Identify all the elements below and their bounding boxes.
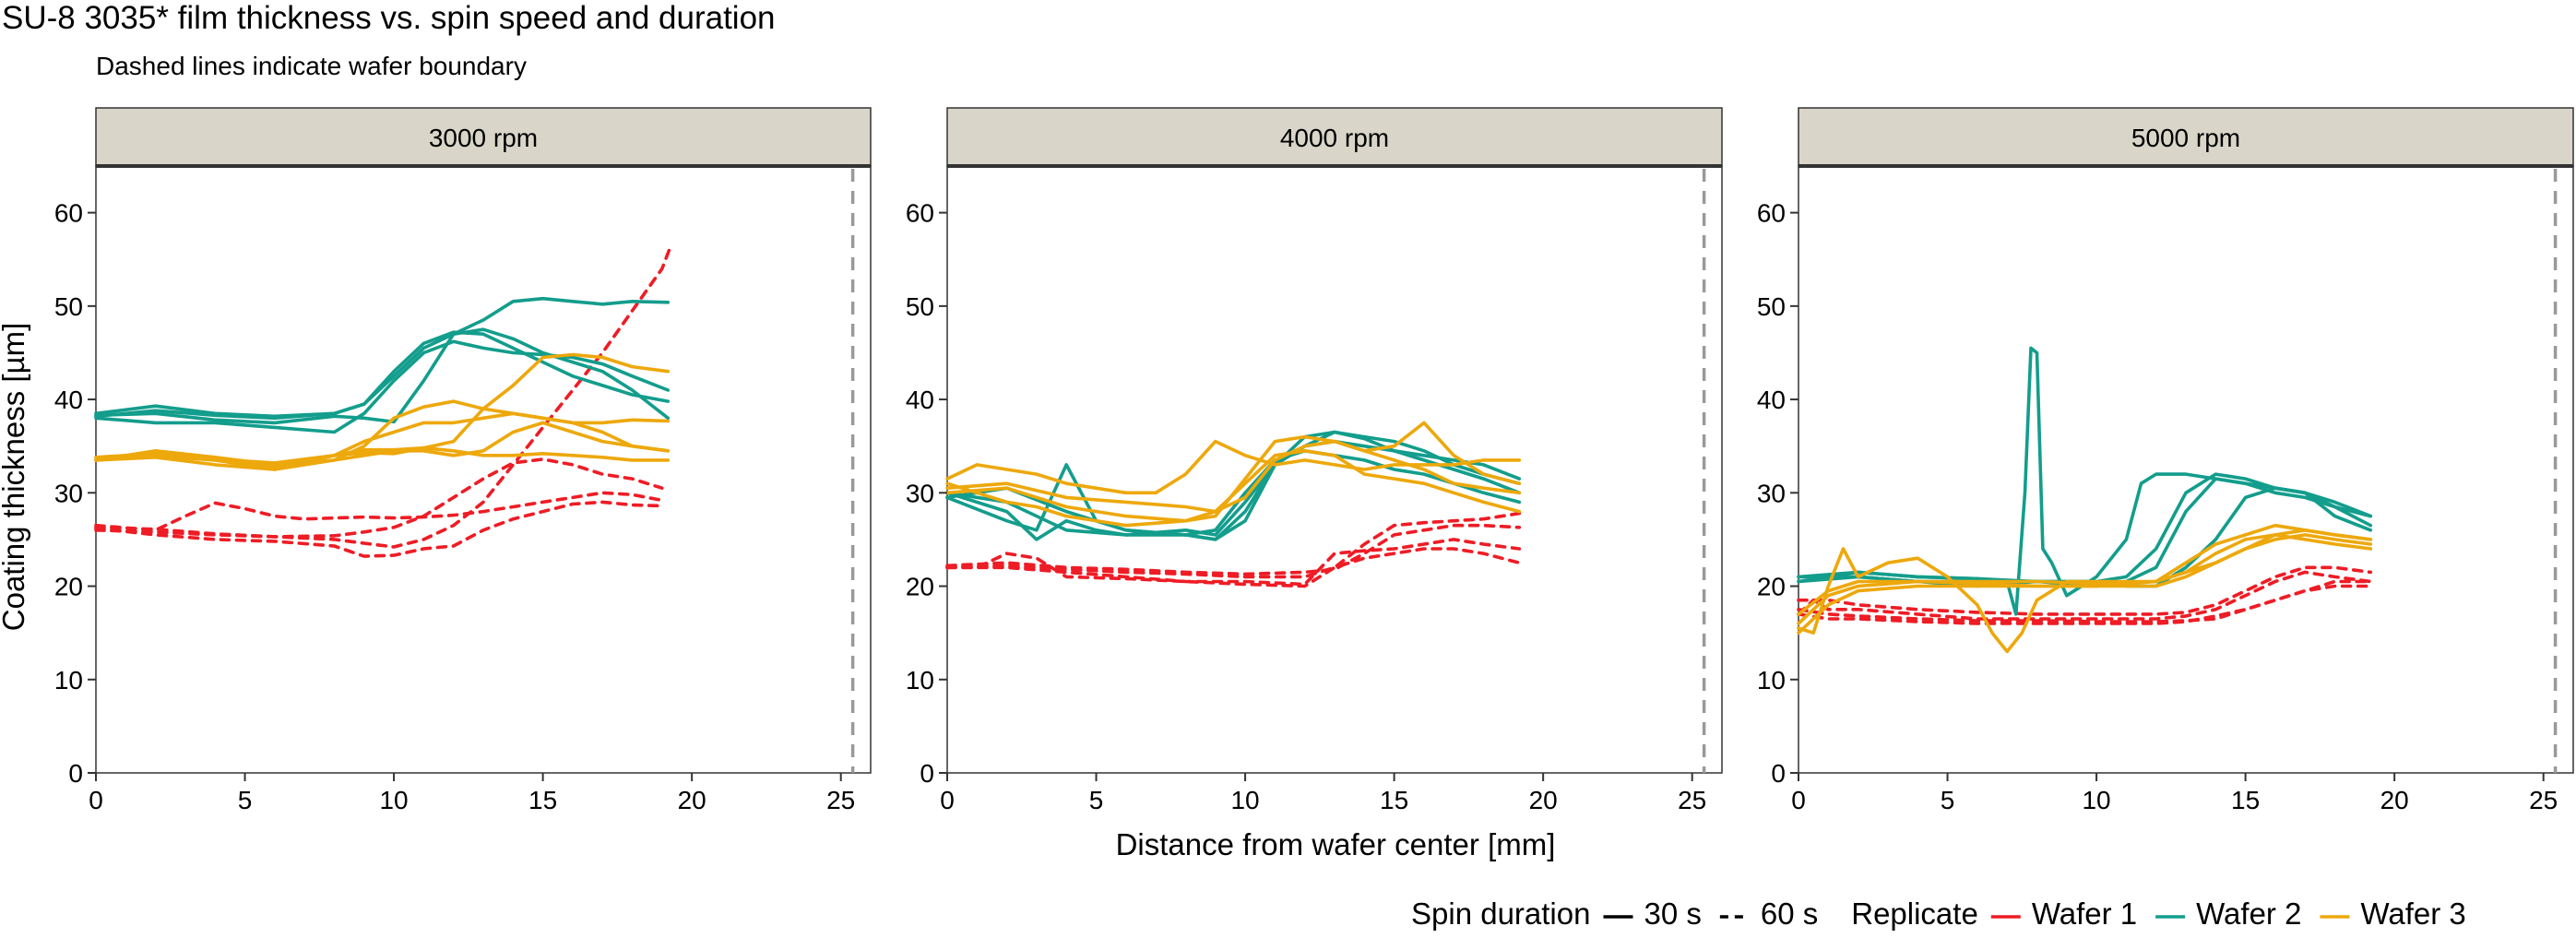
x-tick-label: 0 [1791,786,1806,814]
y-tick-label: 10 [906,666,934,695]
series-line [94,296,671,419]
x-tick-label: 20 [2380,786,2409,814]
y-tick-label: 20 [54,573,83,601]
y-tick-label: 0 [68,759,83,788]
legend-duration-title: Spin duration [1411,896,1590,931]
x-tick-label: 5 [238,786,253,814]
series-line [945,547,1522,588]
legend: Spin duration 30 s 60 s Replicate Wafer 1 Waf… [1411,896,2466,931]
series-line [945,449,1522,514]
panel: 5000 rpm 0 5 10 15 20 25 0 10 20 30 40 50 60 [1757,107,2574,814]
series-line [1797,533,2373,635]
x-tick-label: 5 [1089,786,1104,814]
panel-border [1798,165,2574,774]
x-tick-label: 5 [1941,786,1955,814]
series-line [94,330,671,421]
chart-subtitle: Dashed lines indicate wafer boundary [96,52,527,80]
chart-title: SU-8 3035* film thickness vs. spin speed… [2,0,776,36]
y-tick-label: 50 [906,292,934,321]
x-tick-label: 0 [89,786,103,814]
series-line [1797,528,2373,654]
y-tick-label: 10 [1757,666,1786,695]
y-tick-label: 20 [1757,573,1786,601]
series-line [94,339,671,434]
x-tick-label: 20 [1529,786,1558,814]
y-tick-label: 40 [1757,386,1786,414]
y-tick-label: 30 [906,479,934,507]
y-tick-label: 60 [1757,199,1786,228]
legend-duration-label: 30 s [1644,896,1701,931]
x-tick-label: 20 [678,786,706,814]
series-line [1797,570,2373,621]
facet-strip [1798,107,2574,167]
panel: 4000 rpm 0 5 10 15 20 25 0 10 20 30 40 50 60 [906,107,1723,814]
series-line [1797,584,2373,625]
series-line [94,421,671,471]
series-line [94,327,671,425]
x-tick-label: 0 [940,786,955,814]
series-line [1797,565,2373,616]
facet-label: 4000 rpm [1280,124,1389,152]
series-line [945,421,1522,528]
legend-replicate-label: Wafer 2 [2196,896,2301,931]
facet-label: 3000 rpm [429,124,538,152]
series-line [945,434,1522,523]
series-line [945,523,1522,576]
legend-duration-label: 60 s [1761,896,1818,931]
series-line [945,439,1522,495]
series-line [945,538,1522,587]
legend-replicate-label: Wafer 3 [2360,896,2465,931]
panel-border [95,165,872,774]
x-tick-label: 25 [1678,786,1706,814]
x-tick-label: 15 [528,786,557,814]
series-line [94,457,664,539]
series-line [94,445,671,465]
x-tick-label: 25 [826,786,855,814]
series-line [945,511,1522,579]
y-tick-label: 0 [1771,759,1786,788]
y-axis-label: Coating thickness [µm] [0,323,30,631]
series-line [945,430,1522,541]
y-tick-label: 20 [906,573,934,601]
y-tick-label: 0 [920,759,934,788]
y-tick-label: 50 [54,292,83,321]
x-tick-label: 25 [2529,786,2558,814]
x-tick-label: 10 [1230,786,1259,814]
y-tick-label: 60 [906,199,934,228]
series-line [94,411,671,471]
x-tick-label: 10 [379,786,408,814]
y-tick-label: 40 [906,386,934,414]
series-line [94,243,673,549]
facet-label: 5000 rpm [2131,124,2240,152]
series-line [945,430,1522,541]
x-tick-label: 10 [2082,786,2110,814]
x-tick-label: 15 [1380,786,1408,814]
panel: 3000 rpm 0 5 10 15 20 25 0 10 20 30 40 50 60 [54,107,872,814]
y-tick-label: 30 [1757,479,1786,507]
x-tick-label: 15 [2231,786,2260,814]
y-tick-label: 60 [54,199,83,228]
y-tick-label: 40 [54,386,83,414]
y-tick-label: 10 [54,666,83,695]
legend-replicate-label: Wafer 1 [2032,896,2137,931]
series-line [94,500,664,558]
y-tick-label: 50 [1757,292,1786,321]
legend-replicate-title: Replicate [1851,896,1978,931]
x-axis-label: Distance from wafer center [mm] [1116,827,1556,861]
series-line [94,491,664,532]
y-tick-label: 30 [54,479,83,507]
